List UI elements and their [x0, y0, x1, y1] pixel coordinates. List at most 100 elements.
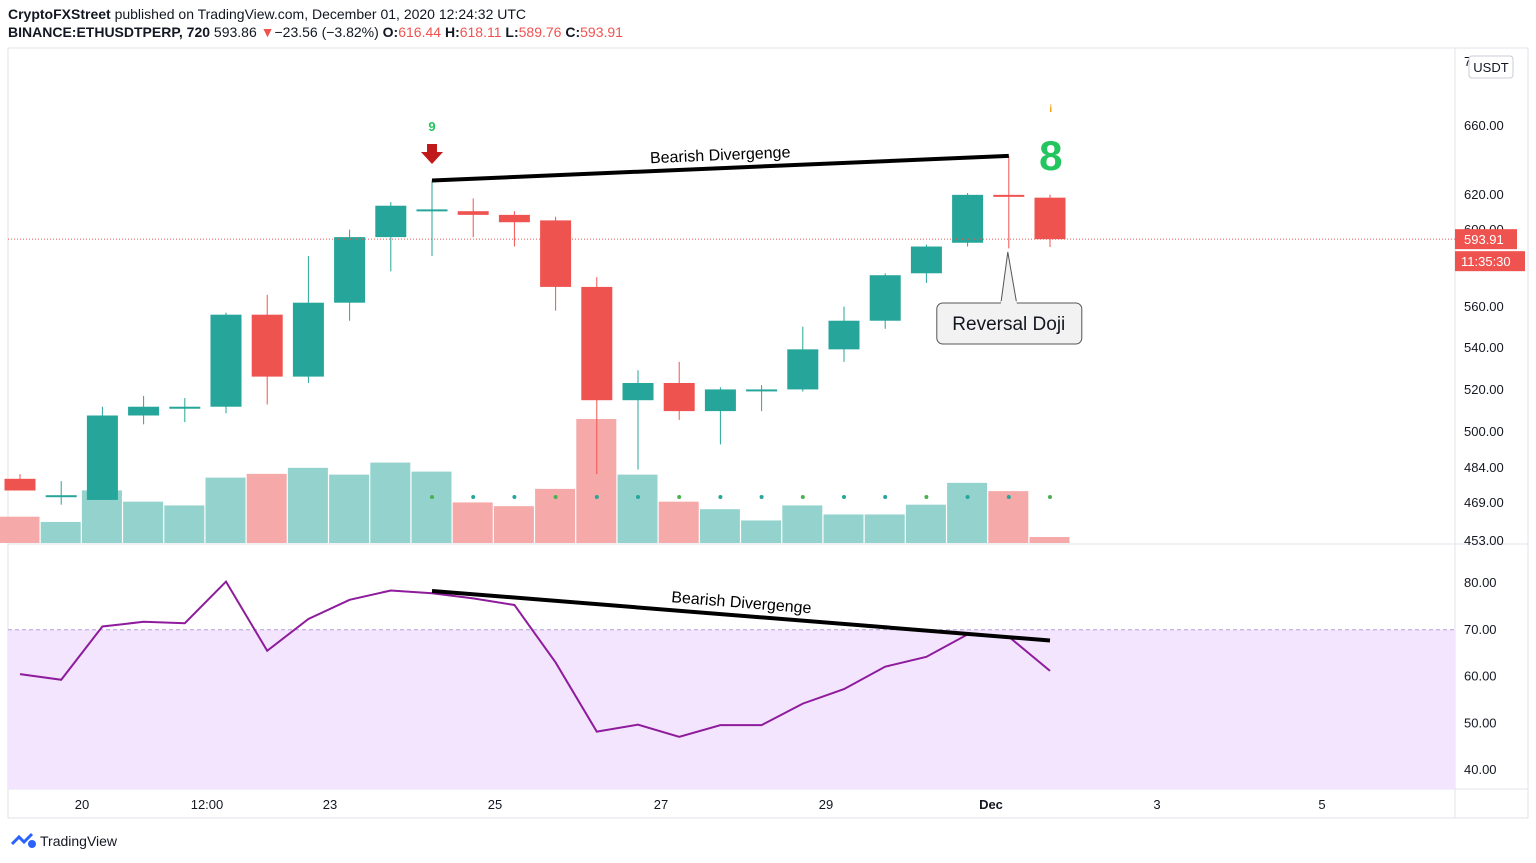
candle-body	[45, 495, 77, 498]
tradingview-logo[interactable]: TradingView	[10, 832, 117, 850]
td-count-label: 9	[428, 119, 435, 134]
price-tick-label: 520.00	[1464, 382, 1504, 397]
td-dot	[800, 495, 805, 499]
callout-pointer	[1000, 251, 1018, 305]
volume-bar	[452, 502, 493, 543]
currency-box	[1468, 55, 1514, 79]
price-tick-label: 660.00	[1464, 118, 1504, 133]
rsi-tick-label: 50.00	[1464, 715, 1497, 730]
td-dot	[1006, 495, 1011, 499]
down-arrow-icon: ▼	[260, 24, 275, 40]
candle-body	[1034, 197, 1066, 240]
time-tick-label: 27	[654, 797, 668, 812]
volume-bar	[699, 509, 740, 543]
time-tick-label: 23	[323, 797, 337, 812]
price-tick-label: 560.00	[1464, 299, 1504, 314]
info-icon: i	[1049, 104, 1052, 115]
price-tag: 593.91	[1464, 232, 1504, 247]
divergence-label: Bearish Divergenge	[650, 144, 791, 167]
td-dot	[883, 495, 888, 499]
volume-bar	[988, 491, 1029, 543]
sell-arrow-icon	[421, 144, 443, 164]
close-label: C:	[565, 24, 581, 40]
high-value: 618.11	[459, 24, 502, 40]
td-dot	[553, 495, 558, 499]
candle-body	[828, 320, 860, 350]
volume-bar	[411, 471, 452, 543]
volume-bar	[1029, 536, 1070, 543]
publish-info: CryptoFXStreet published on TradingView.…	[8, 6, 526, 22]
td-dot	[759, 495, 764, 499]
rsi-tick-label: 40.00	[1464, 762, 1497, 777]
price-tag-box	[1455, 229, 1517, 250]
candle-body	[86, 415, 118, 500]
volume-bar	[0, 516, 40, 543]
td-dot	[512, 495, 517, 499]
candle-body	[169, 406, 201, 409]
price-tick-label: 453.00	[1464, 533, 1504, 548]
volume-bar	[905, 504, 946, 543]
symbol-label[interactable]: BINANCE:ETHUSDTPERP,	[8, 24, 183, 40]
td-dot	[718, 495, 723, 499]
rsi-tick-label: 80.00	[1464, 575, 1497, 590]
candle-body	[375, 205, 407, 238]
price-change: −23.56 (−3.82%)	[274, 24, 379, 40]
candle-body	[4, 478, 36, 491]
td-dot	[1048, 495, 1052, 499]
open-value: 616.44	[398, 24, 442, 40]
low-label: L:	[505, 24, 519, 40]
price-tick-label: 540.00	[1464, 340, 1504, 355]
volume-bar	[493, 506, 534, 543]
bearish-divergence-line	[431, 153, 1009, 183]
rsi-tick-label: 60.00	[1464, 669, 1497, 684]
time-tick-label: 3	[1153, 797, 1160, 812]
volume-bar	[164, 505, 205, 543]
td-dot	[965, 495, 970, 499]
volume-bar	[246, 473, 287, 543]
reversal-doji-label: Reversal Doji	[952, 314, 1065, 335]
time-tick-label: Dec	[979, 797, 1003, 812]
candle-body	[334, 237, 366, 303]
td-dot	[471, 495, 476, 499]
rsi-line	[19, 579, 1051, 738]
tradingview-icon	[10, 832, 36, 848]
candle-body	[581, 286, 613, 401]
volume-bar	[947, 482, 988, 543]
candle-body	[416, 209, 448, 212]
candle-body	[498, 214, 530, 223]
volume-bar	[205, 477, 246, 543]
volume-bar	[782, 505, 823, 543]
volume-bar	[123, 501, 164, 543]
rsi-band	[8, 629, 1455, 789]
volume-bar	[329, 474, 370, 543]
countdown-tag: 11:35:30	[1461, 254, 1511, 269]
price-tick-label: 484.00	[1464, 460, 1504, 475]
candle-body	[457, 211, 489, 215]
interval-label: 720	[186, 24, 211, 40]
td-dot	[842, 495, 846, 499]
publisher-name[interactable]: CryptoFXStreet	[8, 6, 111, 22]
candle-body	[869, 275, 901, 321]
price-tick-label: 500.00	[1464, 424, 1504, 439]
candle-body	[787, 349, 819, 390]
price-tick-label: 469.00	[1464, 495, 1504, 510]
countdown-tag-box	[1455, 251, 1525, 272]
close-value: 593.91	[580, 24, 623, 40]
time-tick-label: 20	[75, 797, 89, 812]
candle-body	[210, 314, 242, 407]
low-value: 589.76	[518, 24, 562, 40]
candle-body	[663, 382, 695, 412]
candle-body	[910, 246, 942, 274]
tradingview-logo-text: TradingView	[40, 833, 118, 849]
open-label: O:	[382, 24, 399, 40]
volume-bar	[864, 514, 905, 543]
candle-body	[540, 220, 572, 287]
high-label: H:	[444, 24, 460, 40]
td-dot	[677, 495, 682, 499]
rsi-divergence-line	[431, 588, 1051, 643]
volume-bar	[40, 521, 81, 543]
volume-bar	[741, 520, 782, 543]
candle-body	[952, 194, 984, 243]
volume-bar	[823, 514, 864, 543]
